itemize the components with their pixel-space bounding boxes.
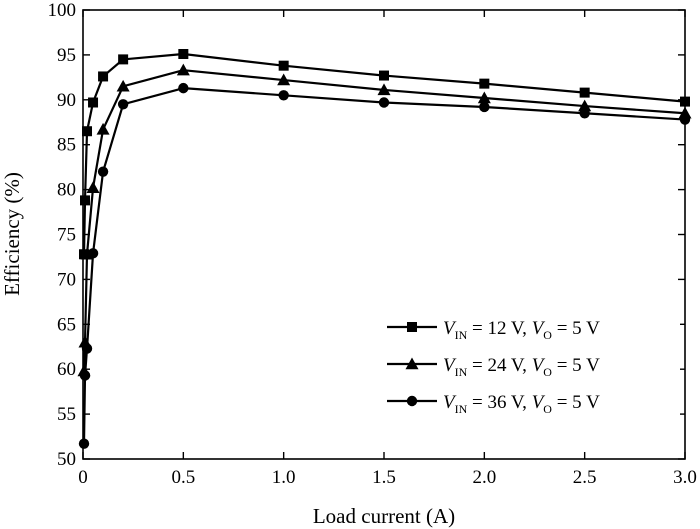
data-point — [277, 73, 291, 86]
y-tick-label: 90 — [57, 90, 76, 111]
legend-label-part: O — [543, 402, 552, 416]
y-tick-label: 70 — [57, 269, 76, 290]
axis-ticks: 0 0.5 1.0 1.5 2.0 2.5 3.0 50 55 60 65 70 75 80 85 90 95 1… — [48, 0, 697, 488]
legend-label-part: V — [532, 355, 546, 376]
data-point — [378, 97, 390, 108]
legend-label-part: V — [532, 318, 546, 339]
y-tick-label: 85 — [57, 135, 76, 156]
legend-label-part: V — [532, 392, 546, 413]
data-point — [116, 79, 130, 92]
y-tick-label: 55 — [57, 404, 76, 425]
legend-label-part: O — [543, 365, 552, 379]
y-tick-label: 60 — [57, 359, 76, 380]
x-tick-label: 2.0 — [472, 467, 496, 488]
data-point — [578, 99, 592, 112]
legend-label-part: O — [543, 328, 552, 342]
data-point — [80, 195, 91, 206]
legend-entry: VIN = 12 V, VO = 5 V — [387, 318, 600, 342]
x-tick-label: 1.5 — [372, 467, 396, 488]
series-line — [82, 52, 686, 255]
data-point — [88, 97, 99, 108]
data-point — [479, 101, 490, 113]
legend-label-part: = 5 V — [552, 318, 600, 339]
data-point — [86, 181, 100, 194]
legend-label-part: = 36 V, — [467, 392, 531, 413]
x-tick-label: 3.0 — [673, 467, 697, 488]
legend-label-part: V — [443, 392, 457, 413]
data-point — [78, 438, 90, 449]
legend-label-part: = 24 V, — [467, 355, 531, 376]
legend-label-part: = 5 V — [552, 392, 600, 413]
data-point — [377, 83, 391, 96]
series-circle — [78, 82, 691, 449]
legend-box — [380, 300, 680, 418]
legend-entry: VIN = 36 V, VO = 5 V — [387, 392, 600, 416]
data-point — [379, 70, 389, 81]
legend-label-part: IN — [455, 365, 468, 379]
data-point — [178, 49, 189, 60]
data-point — [96, 122, 110, 135]
data-point — [82, 126, 93, 137]
data-point — [178, 82, 189, 94]
data-point — [117, 99, 129, 110]
legend-marker — [406, 395, 418, 407]
y-tick-label: 95 — [57, 45, 76, 66]
legend-label: VIN = 36 V, VO = 5 V — [443, 392, 600, 416]
series-line — [82, 69, 686, 372]
x-tick-label: 0 — [78, 467, 88, 488]
series-layer — [77, 49, 692, 449]
legend-marker — [405, 357, 419, 370]
y-tick-label: 80 — [57, 180, 76, 201]
data-point — [477, 91, 491, 104]
data-point — [97, 166, 109, 177]
data-point — [680, 96, 690, 107]
x-axis-label: Load current (A) — [313, 504, 455, 528]
y-tick-label: 75 — [57, 225, 76, 246]
data-point — [81, 343, 93, 354]
legend-label: VIN = 24 V, VO = 5 V — [443, 355, 600, 379]
y-tick-label: 65 — [57, 314, 76, 335]
series-square — [79, 49, 690, 260]
data-point — [278, 60, 289, 71]
y-axis-label: Efficiency (%) — [0, 172, 24, 296]
data-point — [98, 71, 109, 82]
legend-marker — [407, 322, 417, 332]
data-point — [79, 370, 91, 381]
legend-entry: VIN = 24 V, VO = 5 V — [387, 355, 600, 379]
data-point — [679, 114, 691, 125]
x-tick-label: 1.0 — [272, 467, 296, 488]
legend-label-part: V — [443, 355, 457, 376]
legend-label-part: = 12 V, — [467, 318, 531, 339]
data-point — [87, 248, 99, 259]
data-point — [118, 54, 129, 65]
data-point — [176, 63, 190, 76]
data-point — [479, 78, 490, 89]
y-tick-label: 50 — [57, 449, 76, 470]
legend-label-part: IN — [455, 328, 468, 342]
y-tick-label: 100 — [48, 0, 77, 21]
x-tick-label: 0.5 — [171, 467, 195, 488]
legend-label-part: = 5 V — [552, 355, 600, 376]
legend-label-part: V — [443, 318, 457, 339]
data-point — [579, 108, 590, 119]
legend-label-part: IN — [455, 402, 468, 416]
data-point — [278, 90, 289, 101]
data-point — [579, 87, 590, 98]
x-tick-label: 2.5 — [573, 467, 597, 488]
legend-label: VIN = 12 V, VO = 5 V — [443, 318, 600, 342]
